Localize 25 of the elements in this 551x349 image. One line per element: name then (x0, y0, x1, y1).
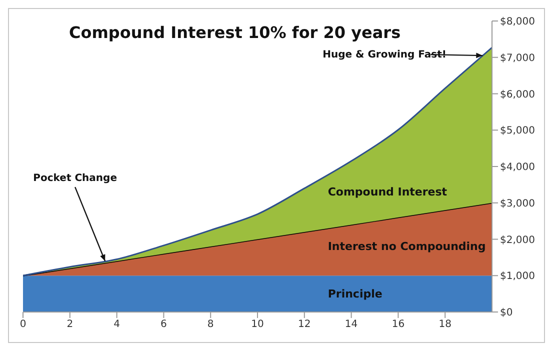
y-tick-label: $4,000 (500, 162, 535, 174)
annotation: Pocket Change (33, 173, 118, 184)
x-tick-label: 6 (160, 319, 167, 330)
x-tick-label: 18 (438, 319, 452, 330)
y-tick-label: $1,000 (500, 271, 535, 282)
y-tick-label: $8,000 (500, 16, 535, 28)
x-tick-label: 12 (298, 319, 311, 330)
x-tick-label: 8 (207, 319, 214, 330)
y-tick-label: $7,000 (500, 52, 535, 64)
y-tick-label: $3,000 (500, 198, 535, 210)
y-tick-label: $5,000 (500, 126, 535, 137)
x-tick-label: 4 (114, 319, 120, 330)
y-tick-label: $6,000 (500, 89, 535, 100)
x-tick-label: 16 (392, 319, 405, 330)
x-tick-label: 14 (344, 319, 358, 330)
x-tick-label: 0 (20, 319, 26, 330)
y-tick-label: $0 (500, 308, 513, 319)
y-tick-label: $2,000 (500, 234, 535, 246)
series-label: Interest no Compounding (328, 240, 486, 254)
chart-title: Compound Interest 10% for 20 years (69, 23, 401, 42)
x-tick-label: 2 (66, 319, 74, 330)
x-tick-label: 10 (251, 319, 264, 330)
series-label: Compound Interest (328, 186, 448, 199)
annotation: Huge & Growing Fast! (322, 50, 446, 61)
series-label: Principle (328, 287, 382, 300)
